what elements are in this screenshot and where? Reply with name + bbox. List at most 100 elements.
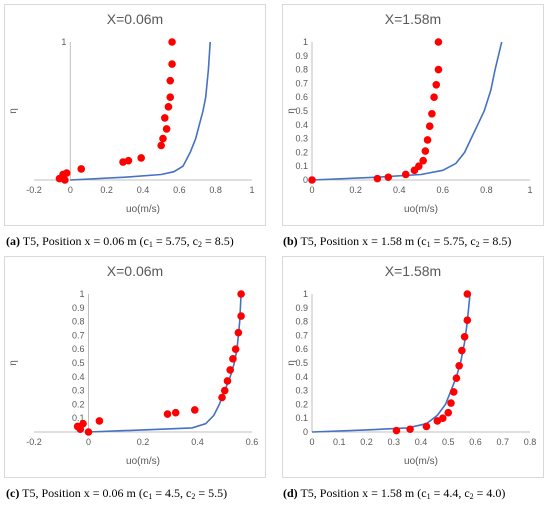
data-point <box>159 134 167 143</box>
data-point <box>421 147 430 155</box>
data-point <box>237 290 245 298</box>
caption-end: = 5.5) <box>195 486 228 500</box>
data-point <box>171 408 180 417</box>
caption-end: = 8.5) <box>201 234 234 248</box>
y-tick-label: 0.4 <box>72 372 85 382</box>
x-tick-label: 0.4 <box>415 437 428 447</box>
x-tick-label: 1 <box>527 185 532 195</box>
y-tick-label: 0.5 <box>295 358 308 368</box>
chart-panel-a: X=0.06m -0.2 0 0.2 0.4 0.6 0.8 1 1 uo(m/s) η <box>4 4 266 226</box>
data-point <box>166 93 175 101</box>
x-tick-label: 0.2 <box>100 185 113 195</box>
chart-svg: X=1.58m 0 0.1 0.2 0.3 0.4 0.5 0.6 0.7 0.8 0 0.1 0.2 0… <box>282 256 544 478</box>
data-point <box>463 316 472 325</box>
caption-mid: = 4.5, c <box>152 486 192 500</box>
y-tick-label: 0.1 <box>295 161 308 171</box>
x-tick-label: 0.4 <box>191 437 204 447</box>
y-tick-label: 0 <box>303 175 308 185</box>
data-point <box>384 173 393 182</box>
chart-frame <box>282 4 544 226</box>
x-axis-label: uo(m/s) <box>126 204 160 215</box>
data-point <box>432 80 441 89</box>
data-point <box>163 410 172 418</box>
data-point <box>430 93 438 101</box>
y-axis-label: η <box>8 360 19 366</box>
caption-sub-1: 1 <box>148 492 153 501</box>
y-tick-label: 0.6 <box>72 344 85 354</box>
x-tick-label: 0.7 <box>496 437 509 447</box>
y-tick-label: 1 <box>303 37 308 47</box>
x-tick-label: 0.6 <box>246 437 259 447</box>
y-tick-label: 0.1 <box>72 413 85 423</box>
data-point <box>419 156 427 165</box>
chart-title: X=1.58m <box>385 263 441 279</box>
y-tick-label: 0.3 <box>295 134 308 144</box>
y-tick-label: 0 <box>303 427 308 437</box>
data-point <box>137 154 145 162</box>
x-tick-label: 0.3 <box>387 437 400 447</box>
caption-a: (a) T5, Position x = 0.06 m (c1 = 5.75, … <box>6 234 234 249</box>
data-point <box>79 419 87 428</box>
data-point <box>231 345 240 353</box>
caption-sub-1: 1 <box>426 492 431 501</box>
chart-svg: X=0.06m -0.2 0 0.2 0.4 0.6 0.1 0.2 0.3 0.4 0.5 0.6 0… <box>4 256 266 478</box>
x-tick-label: 0 <box>309 437 314 447</box>
data-point <box>434 38 443 46</box>
data-point <box>164 103 173 111</box>
x-tick-label: 0.2 <box>137 437 150 447</box>
chart-frame <box>282 256 544 478</box>
caption-mid: = 5.75, c <box>152 234 198 248</box>
chart-title: X=1.58m <box>385 11 441 27</box>
caption-label: (c) <box>6 486 20 500</box>
caption-text: T5, Position x = 1.58 m (c <box>297 234 427 248</box>
caption-sub-2: 2 <box>475 240 480 249</box>
data-point <box>444 408 453 417</box>
caption-label: (d) <box>283 486 298 500</box>
chart-title: X=0.06m <box>107 11 163 27</box>
x-tick-label: 0.2 <box>349 185 362 195</box>
data-point <box>61 176 69 184</box>
data-point <box>458 346 466 355</box>
caption-label: (a) <box>6 234 20 248</box>
y-tick-label: 0.4 <box>295 372 308 382</box>
caption-text: T5, Position x = 0.06 m (c <box>20 234 149 248</box>
x-tick-label: 0 <box>86 437 91 447</box>
profile-line <box>311 41 503 181</box>
caption-sub-2: 2 <box>197 240 202 249</box>
data-point <box>308 176 316 184</box>
y-tick-label: 0.3 <box>295 386 308 396</box>
y-tick-label: 1 <box>79 289 84 299</box>
caption-mid: = 5.75, c <box>430 234 476 248</box>
x-axis-label: uo(m/s) <box>404 456 438 467</box>
data-point <box>455 361 463 370</box>
caption-sub-2: 2 <box>191 492 196 501</box>
data-point <box>229 355 237 363</box>
x-tick-label: 0.8 <box>524 437 537 447</box>
y-tick-label: 0.6 <box>295 92 308 102</box>
y-tick-label: 0.7 <box>72 330 85 340</box>
x-tick-label: 0 <box>68 185 73 195</box>
x-tick-label: 0.2 <box>360 437 373 447</box>
x-tick-label: 0.6 <box>173 185 186 195</box>
data-point <box>434 65 443 74</box>
data-point <box>447 399 455 407</box>
data-point <box>62 169 71 177</box>
data-point <box>166 76 175 85</box>
chart-title: X=0.06m <box>107 263 163 279</box>
data-point <box>425 122 434 130</box>
y-tick-label: 0.7 <box>295 330 308 340</box>
y-tick-label: 0.5 <box>295 106 308 116</box>
chart-svg: X=0.06m -0.2 0 0.2 0.4 0.6 0.8 1 1 uo(m/s) η <box>4 4 266 226</box>
data-point <box>428 109 436 118</box>
caption-sub-2: 2 <box>469 492 474 501</box>
caption-end: = 8.5) <box>479 234 512 248</box>
data-point <box>161 114 169 122</box>
y-tick-label: 0.4 <box>295 120 308 130</box>
data-point <box>415 162 423 170</box>
data-point <box>223 377 232 385</box>
y-tick-label: 0.3 <box>72 386 85 396</box>
x-tick-label: 0.4 <box>137 185 150 195</box>
chart-svg: X=1.58m 0 0.2 0.4 0.6 0.8 1 0 0.1 0.2 0.3 0.4 0.5 0.6… <box>282 4 544 226</box>
caption-text: T5, Position x = 0.06 m (c <box>19 486 149 500</box>
data-point <box>226 366 234 374</box>
